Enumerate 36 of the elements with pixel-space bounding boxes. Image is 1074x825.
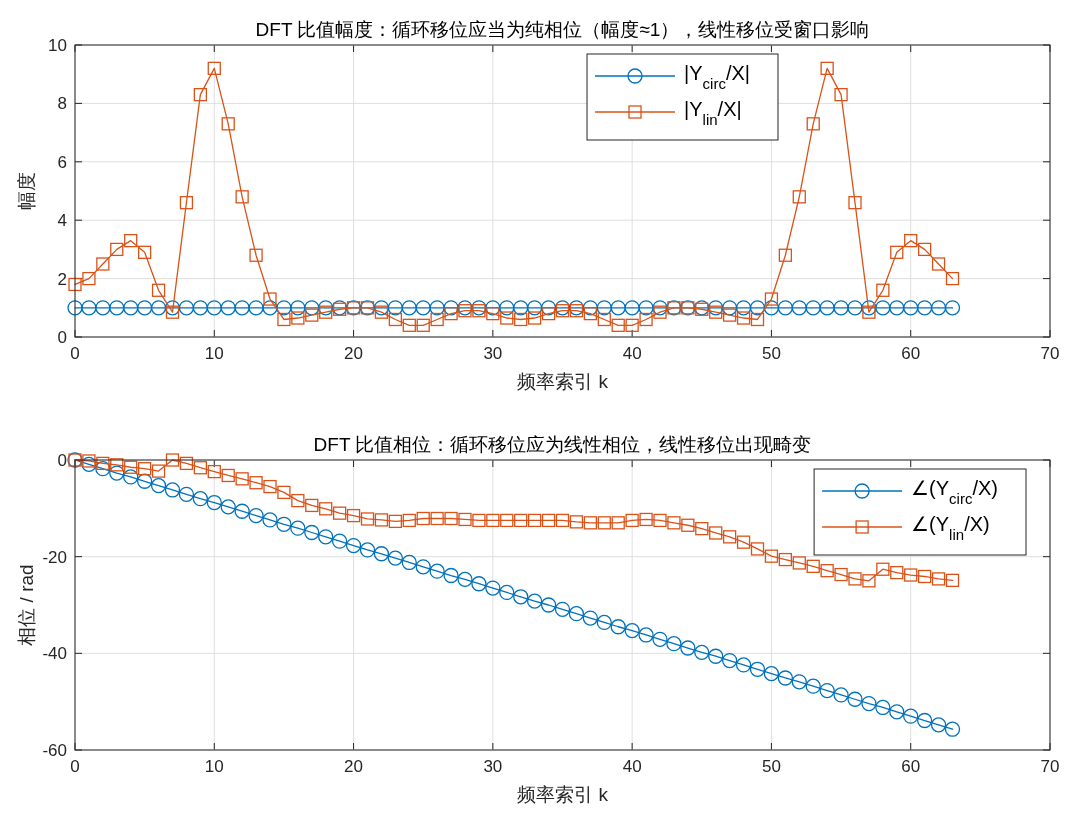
x-tick-label: 0 [70, 757, 80, 776]
x-tick-label: 50 [761, 757, 781, 776]
x-axis-title: 频率索引 k [517, 784, 609, 805]
x-tick-label: 30 [483, 757, 503, 776]
legend-label: ∠(Y$_{circ}$/X) [911, 477, 998, 507]
y-axis-title: 幅度 [16, 172, 37, 210]
x-tick-label: 0 [70, 344, 80, 363]
x-tick-label: 70 [1040, 757, 1060, 776]
y-tick-label: 8 [57, 94, 67, 114]
y-tick-label: -20 [42, 547, 67, 567]
chart-title: DFT 比值相位：循环移位应为线性相位，线性移位出现畸变 [313, 434, 812, 455]
legend-label: |Y$_{lin}$/X| [684, 98, 742, 128]
x-tick-label: 30 [483, 344, 503, 363]
y-tick-label: 0 [57, 451, 67, 470]
x-axis-title: 频率索引 k [517, 371, 609, 392]
chart-title: DFT 比值幅度：循环移位应当为纯相位（幅度≈1），线性移位受窗口影响 [255, 19, 870, 40]
x-tick-label: 60 [901, 344, 921, 363]
y-tick-label: 4 [57, 211, 67, 231]
y-tick-label: -60 [42, 741, 67, 760]
x-tick-label: 60 [901, 757, 921, 776]
x-tick-label: 70 [1040, 344, 1060, 363]
y-tick-label: -40 [42, 644, 67, 664]
y-tick-label: 2 [57, 269, 67, 289]
x-tick-label: 20 [344, 344, 364, 363]
legend-label: ∠(Y$_{lin}$/X) [911, 513, 990, 543]
legend-label: |Y$_{circ}$/X| [684, 62, 750, 92]
y-tick-label: 6 [57, 152, 67, 172]
y-axis-title: 相位 / rad [16, 564, 37, 646]
y-tick-label: 10 [48, 36, 67, 55]
x-tick-label: 10 [204, 757, 224, 776]
x-tick-label: 40 [622, 757, 642, 776]
x-tick-label: 40 [622, 344, 642, 363]
x-tick-label: 20 [344, 757, 364, 776]
x-tick-label: 10 [204, 344, 224, 363]
x-tick-label: 50 [761, 344, 781, 363]
y-tick-label: 0 [57, 328, 67, 347]
